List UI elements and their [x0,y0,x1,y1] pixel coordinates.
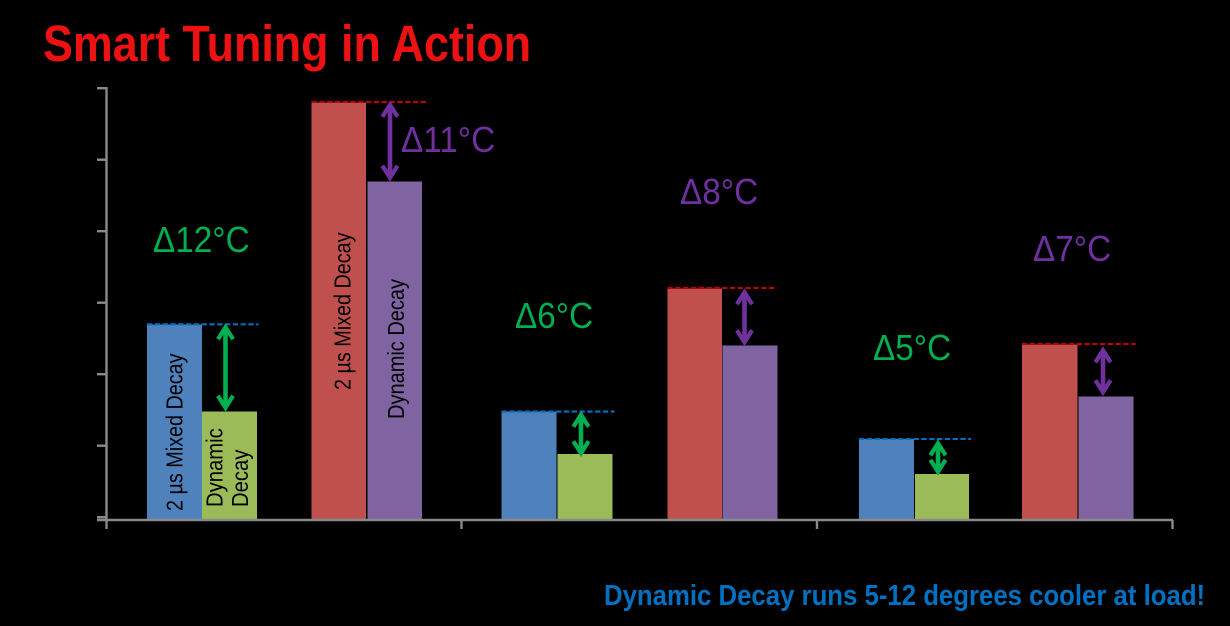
svg-text:2 µs Mixed Decay: 2 µs Mixed Decay [162,353,188,511]
svg-text:Dynamic Decay: Dynamic Decay [383,279,410,419]
svg-text:2 µs Mixed Decay: 2 µs Mixed Decay [330,232,356,390]
svg-text:Dynamic: Dynamic [201,428,228,507]
svg-text:Decay: Decay [227,449,254,507]
